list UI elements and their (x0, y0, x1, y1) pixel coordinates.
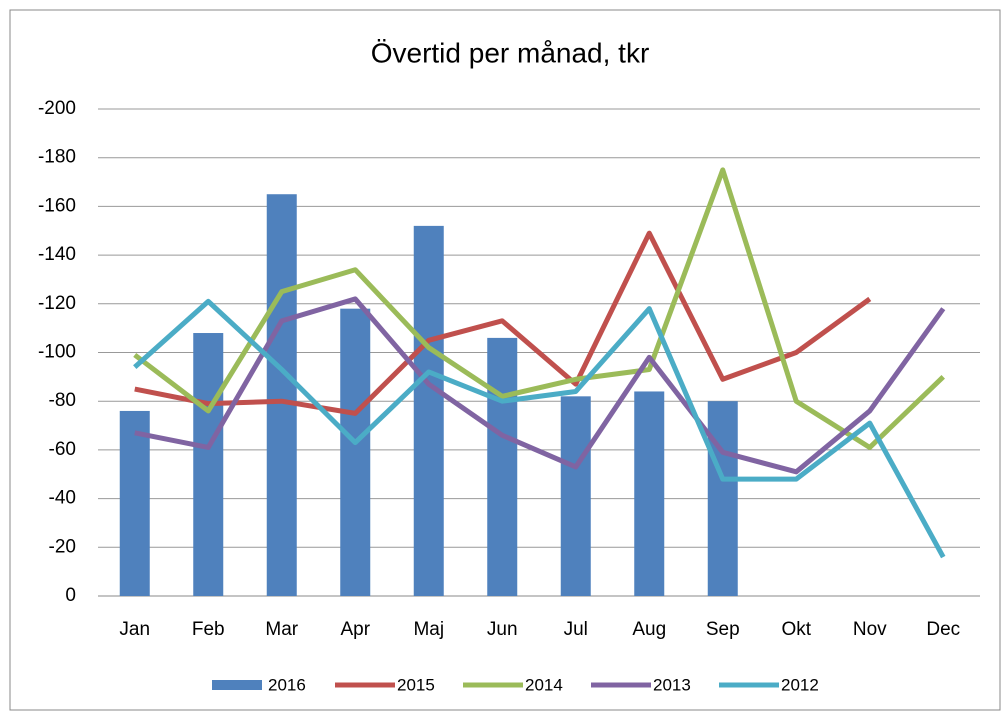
x-tick-label: Dec (926, 619, 960, 640)
y-tick-label: -40 (49, 488, 76, 509)
x-tick-label: Jan (119, 619, 150, 640)
y-tick-label: -100 (38, 342, 76, 363)
y-tick-label: 0 (65, 585, 76, 606)
legend-swatch (212, 680, 262, 690)
bar (193, 333, 224, 596)
bar (413, 225, 444, 596)
bar (707, 401, 738, 596)
x-tick-label: Sep (706, 619, 740, 640)
x-tick-label: Aug (632, 619, 666, 640)
chart-title: Övertid per månad, tkr (371, 37, 650, 68)
y-tick-label: -200 (38, 98, 76, 119)
x-tick-label: Apr (340, 619, 370, 640)
y-tick-label: -140 (38, 244, 76, 265)
x-tick-label: Maj (413, 619, 444, 640)
x-tick-label: Mar (265, 619, 298, 640)
y-tick-label: -120 (38, 293, 76, 314)
x-tick-label: Nov (853, 619, 887, 640)
x-tick-label: Jun (487, 619, 518, 640)
x-tick-label: Jul (564, 619, 588, 640)
bar (560, 396, 591, 596)
bar (340, 308, 371, 596)
line (133, 167, 945, 450)
legend-label: 2014 (525, 675, 563, 694)
y-tick-label: -180 (38, 147, 76, 168)
bar (119, 410, 150, 596)
x-tick-label: Okt (781, 619, 811, 640)
bar (266, 194, 297, 596)
line (133, 298, 946, 559)
bar (487, 337, 518, 596)
legend-label: 2012 (781, 675, 819, 694)
line (134, 296, 946, 475)
x-tick-label: Feb (192, 619, 225, 640)
bar (634, 391, 665, 596)
y-tick-label: -80 (49, 390, 76, 411)
y-tick-label: -20 (49, 536, 76, 557)
legend-label: 2016 (268, 675, 306, 694)
legend-label: 2013 (653, 675, 691, 694)
line (134, 230, 872, 416)
y-tick-label: -60 (49, 439, 76, 460)
legend-label: 2015 (397, 675, 435, 694)
y-tick-label: -160 (38, 195, 76, 216)
